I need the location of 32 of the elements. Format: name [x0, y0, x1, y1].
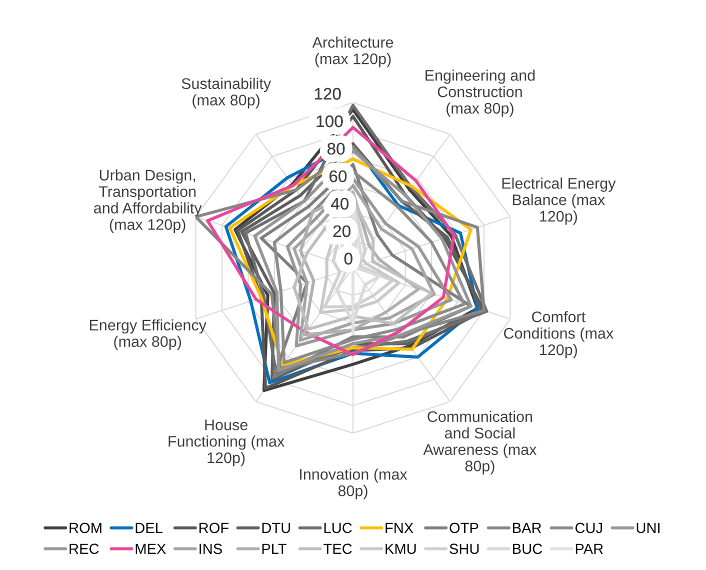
legend-label: DTU: [262, 522, 290, 534]
spoke-label: Engineering and Construction (max 80p): [426, 70, 535, 117]
legend-label: TEC: [324, 544, 352, 554]
legend-label: BAR: [513, 522, 542, 533]
legend-label: KMU: [386, 544, 416, 554]
legend-label: BUC: [513, 544, 542, 554]
spoke-label: Innovation (max 80p): [300, 468, 408, 500]
y-tick-label: 0: [344, 252, 352, 265]
spoke-label: Communication and Social Awareness (max 80p): [423, 410, 537, 474]
legend-label: OTP: [450, 522, 478, 534]
y-tick-label: 120: [314, 88, 341, 100]
legend-label: PLT: [262, 544, 286, 554]
legend-label: PAR: [576, 544, 603, 554]
legend-label: REC: [70, 544, 99, 554]
legend-label: ROM: [70, 522, 102, 534]
spoke-label: Electrical Energy Balance (max 120p): [502, 178, 616, 225]
y-tick-label: 20: [333, 225, 350, 238]
legend-label: DEL: [136, 522, 162, 533]
spoke-label: Sustainability (max 80p): [182, 78, 272, 109]
legend-label: LUC: [324, 522, 352, 534]
spoke-label: Comfort Conditions (max 120p): [504, 311, 614, 358]
spoke-label: Urban Design, Transportation and Affordability (max 120p): [94, 169, 202, 233]
spoke-label: Energy Efficiency (max 80p): [90, 319, 206, 350]
legend-label: MEX: [136, 544, 166, 554]
legend-label: UNI: [636, 522, 660, 534]
spoke-label: House Functioning (max 120p): [168, 420, 284, 466]
legend-label: ROF: [199, 522, 228, 534]
legend-label: CUJ: [575, 522, 602, 534]
legend-label: SHU: [450, 544, 479, 554]
legend-label: INS: [200, 544, 222, 554]
spoke-label: Architecture (max 120p): [312, 36, 394, 68]
legend-label: FNX: [386, 522, 414, 533]
